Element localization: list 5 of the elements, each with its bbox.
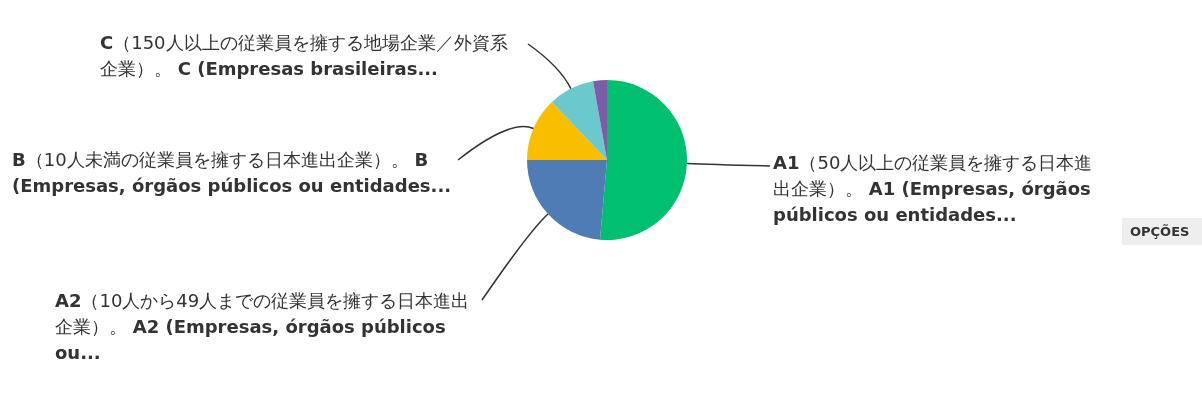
slice-label: B（10人未満の従業員を擁する日本進出企業）。 B (Empresas, órgãos públicos ou entidades... [12, 149, 452, 196]
slice-label: A1（50人以上の従業員を擁する日本進出企業）。 A1 (Empresas, órgãos públicos ou entidades... [773, 152, 1093, 225]
category-label: A2（10人から49人までの従業員を擁する日本進出企業）。 A2 (Empresas, órgãos públicos ou... [55, 290, 470, 363]
text: OPÇÕES [1130, 224, 1190, 239]
slice-label: C（150人以上の従業員を擁する地場企業／外資系企業）。 C (Empresas brasileiras... [100, 32, 508, 79]
